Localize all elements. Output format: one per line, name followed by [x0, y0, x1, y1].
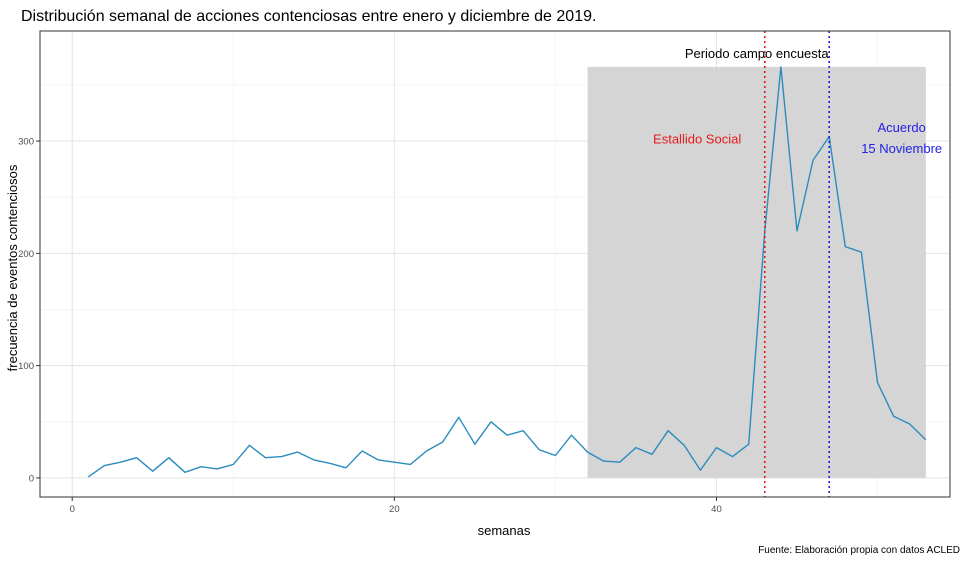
data-point — [812, 159, 814, 161]
data-point — [506, 434, 508, 436]
data-point — [619, 461, 621, 463]
data-point — [377, 459, 379, 461]
y-tick-label: 300 — [18, 137, 34, 148]
data-point — [410, 464, 412, 466]
data-point — [780, 66, 782, 68]
shaded-region — [587, 66, 926, 478]
data-point — [249, 445, 251, 447]
data-point — [861, 251, 863, 253]
x-tick-label: 20 — [389, 504, 400, 515]
shaded-region-label: Periodo campo encuesta — [685, 46, 830, 61]
data-point — [345, 467, 347, 469]
data-point — [667, 430, 669, 432]
y-tick-label: 0 — [29, 473, 34, 484]
chart-caption: Fuente: Elaboración propia con datos ACL… — [758, 545, 960, 556]
data-point — [442, 441, 444, 443]
vline-label-line: 15 Noviembre — [861, 141, 942, 156]
data-point — [281, 456, 283, 458]
y-axis-title: frecuencia de eventos contenciosos — [5, 164, 20, 371]
data-point — [313, 459, 315, 461]
data-point — [732, 456, 734, 458]
vline-label-line: Acuerdo — [877, 120, 925, 135]
data-point — [361, 450, 363, 452]
data-point — [474, 443, 476, 445]
vline-label-0: Estallido Social — [653, 131, 741, 146]
vline-label-1: Acuerdo 15 Noviembre — [861, 120, 942, 156]
data-point — [539, 449, 541, 451]
data-point — [200, 466, 202, 468]
data-point — [88, 476, 90, 478]
data-point — [716, 447, 718, 449]
data-point — [845, 246, 847, 248]
data-point — [796, 230, 798, 232]
data-point — [216, 468, 218, 470]
data-point — [426, 450, 428, 452]
chart-title: Distribución semanal de acciones contenc… — [21, 8, 596, 25]
data-point — [651, 454, 653, 456]
data-point — [683, 445, 685, 447]
data-point — [184, 472, 186, 474]
data-point — [490, 421, 492, 423]
data-point — [909, 423, 911, 425]
data-point — [168, 457, 170, 459]
data-point — [603, 460, 605, 462]
data-point — [522, 430, 524, 432]
data-point — [458, 417, 460, 419]
data-point — [571, 434, 573, 436]
data-point — [587, 451, 589, 453]
data-point — [877, 382, 879, 384]
data-point — [700, 469, 702, 471]
y-tick-label: 100 — [18, 361, 34, 372]
y-tick-label: 200 — [18, 249, 34, 260]
x-tick-label: 40 — [711, 504, 722, 515]
data-point — [120, 461, 122, 463]
data-point — [329, 463, 331, 465]
data-point — [136, 457, 138, 459]
series-line — [87, 66, 927, 478]
data-point — [635, 447, 637, 449]
data-point — [265, 457, 267, 459]
data-point — [297, 451, 299, 453]
x-axis-title: semanas — [478, 523, 531, 538]
data-point — [233, 464, 235, 466]
data-point — [748, 443, 750, 445]
x-tick-label: 0 — [70, 504, 75, 515]
data-point — [152, 470, 154, 472]
vline-label-line: Estallido Social — [653, 131, 741, 146]
data-point — [893, 415, 895, 417]
data-point — [104, 465, 106, 467]
panel-border — [39, 30, 951, 498]
data-point — [394, 461, 396, 463]
data-point — [925, 439, 927, 441]
plot-area: Estallido Social Acuerdo 15 Noviembre Perio… — [18, 30, 951, 515]
data-point — [555, 455, 557, 457]
